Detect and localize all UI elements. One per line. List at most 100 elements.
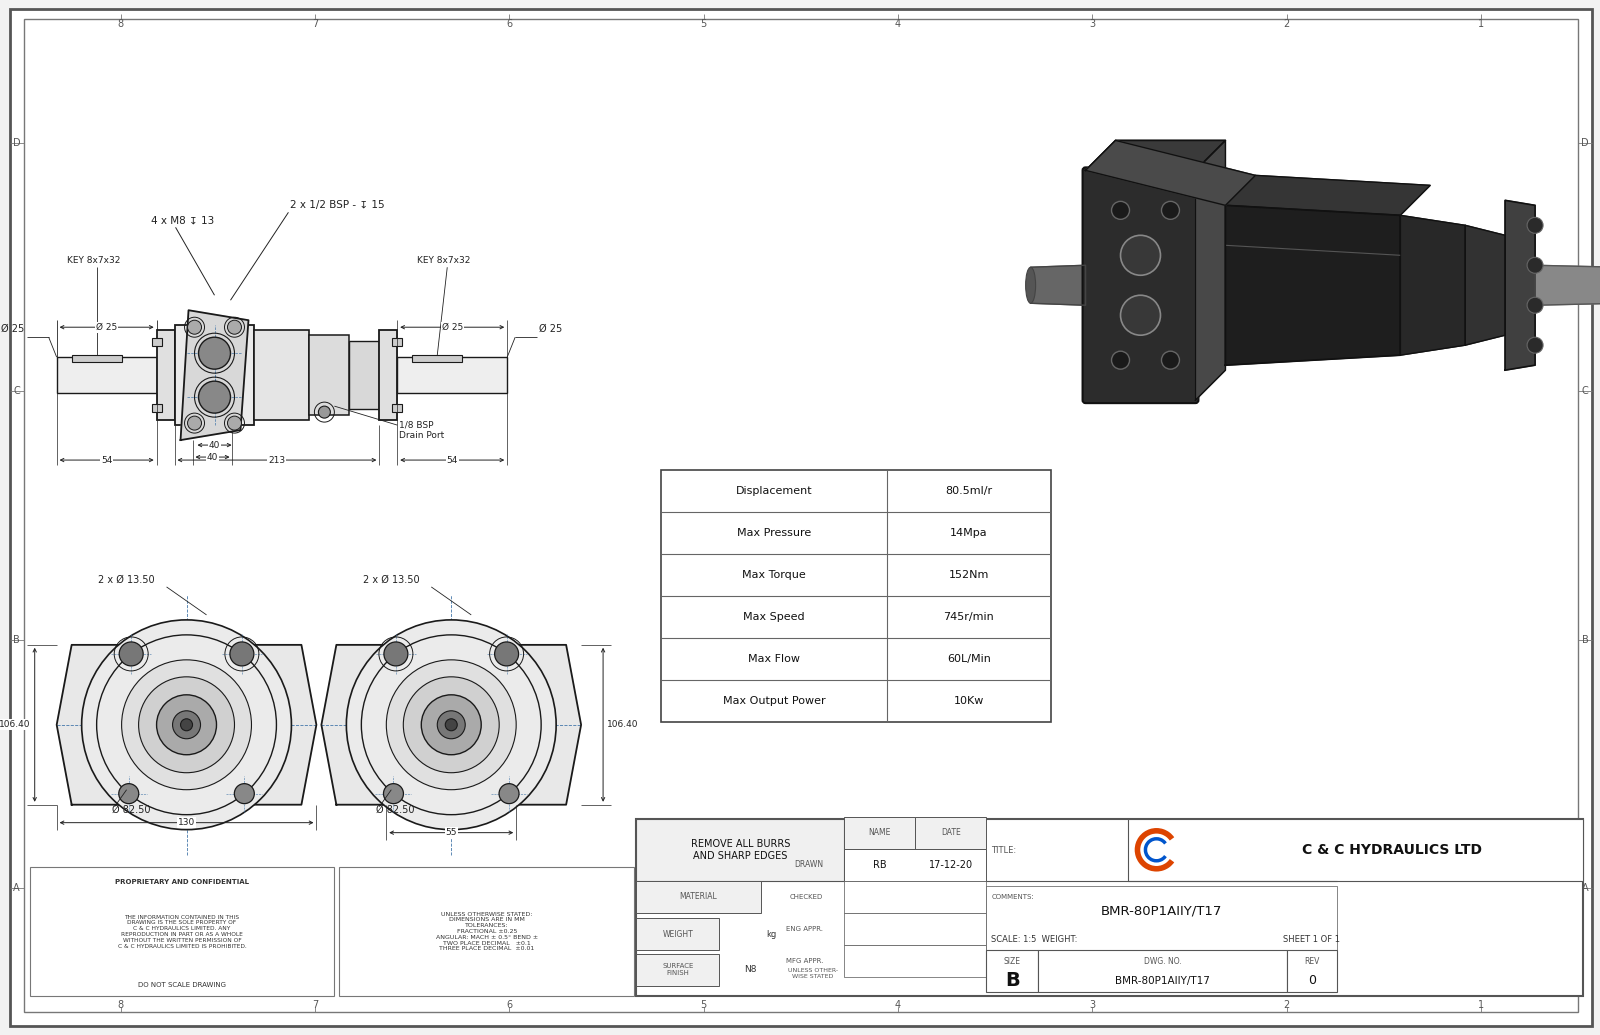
Text: REV: REV xyxy=(1304,957,1320,967)
Text: 0: 0 xyxy=(1307,974,1315,987)
Polygon shape xyxy=(1226,175,1430,215)
Text: COMMENTS:: COMMENTS: xyxy=(992,894,1034,899)
Text: 1: 1 xyxy=(1478,19,1483,29)
Text: 80.5ml/r: 80.5ml/r xyxy=(946,486,992,496)
Bar xyxy=(845,817,915,849)
Circle shape xyxy=(1120,235,1160,275)
Circle shape xyxy=(227,416,242,431)
Text: SIZE: SIZE xyxy=(1003,957,1021,967)
Circle shape xyxy=(1526,217,1542,233)
Bar xyxy=(845,913,987,945)
Text: kg: kg xyxy=(766,929,776,939)
Text: 1: 1 xyxy=(1478,1001,1483,1010)
Text: Ø 25: Ø 25 xyxy=(96,323,117,331)
Bar xyxy=(845,945,987,977)
Bar xyxy=(915,817,987,849)
Text: DO NOT SCALE DRAWING: DO NOT SCALE DRAWING xyxy=(138,982,226,987)
Bar xyxy=(72,355,122,362)
Text: Displacement: Displacement xyxy=(736,486,813,496)
Text: BMR-80P1AIIY/T17: BMR-80P1AIIY/T17 xyxy=(1101,905,1222,918)
Bar xyxy=(174,325,254,425)
Circle shape xyxy=(187,416,202,431)
Text: 40: 40 xyxy=(210,441,221,449)
Text: Max Output Power: Max Output Power xyxy=(723,696,826,706)
Text: 4: 4 xyxy=(894,1001,901,1010)
Circle shape xyxy=(82,620,291,830)
Circle shape xyxy=(1526,258,1542,273)
Text: MATERIAL: MATERIAL xyxy=(680,892,717,901)
Text: KEY 8x7x32: KEY 8x7x32 xyxy=(67,256,120,265)
Text: 54: 54 xyxy=(101,455,112,465)
Text: BMR-80P1AIIY/T17: BMR-80P1AIIY/T17 xyxy=(1115,976,1210,985)
Polygon shape xyxy=(1030,265,1085,305)
Text: 5: 5 xyxy=(701,1001,707,1010)
Text: 14Mpa: 14Mpa xyxy=(950,528,987,538)
Text: 4: 4 xyxy=(894,19,901,29)
Circle shape xyxy=(230,642,254,666)
Text: KEY 8x7x32: KEY 8x7x32 xyxy=(418,256,470,265)
Text: SURFACE
FINISH: SURFACE FINISH xyxy=(662,964,693,976)
Polygon shape xyxy=(1466,226,1506,346)
Text: 745r/min: 745r/min xyxy=(944,612,994,622)
Text: 54: 54 xyxy=(446,455,458,465)
Circle shape xyxy=(384,642,408,666)
Text: 152Nm: 152Nm xyxy=(949,570,989,580)
Text: 4 x M8 ↧ 13: 4 x M8 ↧ 13 xyxy=(150,215,214,226)
Bar xyxy=(1038,950,1286,993)
Text: 7: 7 xyxy=(312,19,318,29)
Polygon shape xyxy=(1195,141,1226,401)
Text: B: B xyxy=(1582,634,1589,645)
Bar xyxy=(637,819,845,881)
Text: 5: 5 xyxy=(701,19,707,29)
Bar xyxy=(349,342,379,409)
Bar xyxy=(1051,145,1541,485)
Circle shape xyxy=(1526,337,1542,353)
Text: 17-12-20: 17-12-20 xyxy=(930,860,973,869)
Text: 2 x Ø 13.50: 2 x Ø 13.50 xyxy=(98,574,155,585)
Bar xyxy=(152,404,162,412)
Text: 8: 8 xyxy=(118,19,123,29)
Circle shape xyxy=(1526,297,1542,314)
Polygon shape xyxy=(1226,205,1400,365)
Circle shape xyxy=(346,620,557,830)
Circle shape xyxy=(120,642,142,666)
Circle shape xyxy=(122,660,251,790)
Circle shape xyxy=(421,694,482,755)
Bar xyxy=(637,954,720,985)
Text: C & C HYDRAULICS LTD: C & C HYDRAULICS LTD xyxy=(1302,842,1482,857)
Text: PROPRIETARY AND CONFIDENTIAL: PROPRIETARY AND CONFIDENTIAL xyxy=(115,879,250,885)
Bar xyxy=(987,886,1338,950)
Text: 10Kw: 10Kw xyxy=(954,696,984,706)
Polygon shape xyxy=(56,645,317,804)
Bar xyxy=(637,881,762,913)
Circle shape xyxy=(384,783,403,803)
Bar xyxy=(56,357,157,393)
Text: 6: 6 xyxy=(506,1001,512,1010)
Text: A: A xyxy=(1582,883,1589,893)
Text: 2: 2 xyxy=(1283,19,1290,29)
Circle shape xyxy=(445,718,458,731)
Circle shape xyxy=(494,642,518,666)
Circle shape xyxy=(118,783,139,803)
Circle shape xyxy=(386,660,517,790)
Bar xyxy=(152,338,162,346)
Bar xyxy=(987,950,1038,993)
Circle shape xyxy=(318,406,330,418)
Circle shape xyxy=(187,320,202,334)
Bar xyxy=(309,335,349,415)
Text: N8: N8 xyxy=(744,966,757,974)
Circle shape xyxy=(437,711,466,739)
Text: 3: 3 xyxy=(1090,19,1096,29)
Circle shape xyxy=(1162,351,1179,369)
Text: Max Torque: Max Torque xyxy=(742,570,806,580)
Ellipse shape xyxy=(1026,267,1035,303)
Text: MFG APPR.: MFG APPR. xyxy=(786,958,822,964)
Text: Ø 82.50: Ø 82.50 xyxy=(112,804,150,815)
Text: REMOVE ALL BURRS
AND SHARP EDGES: REMOVE ALL BURRS AND SHARP EDGES xyxy=(691,839,790,860)
Text: 2 x 1/2 BSP - ↧ 15: 2 x 1/2 BSP - ↧ 15 xyxy=(291,201,386,210)
Text: UNLESS OTHERWISE STATED:
DIMENSIONS ARE IN MM
TOLERANCES:
FRACTIONAL ±0.25
ANGUL: UNLESS OTHERWISE STATED: DIMENSIONS ARE … xyxy=(435,912,538,951)
Polygon shape xyxy=(181,310,248,440)
Text: SHEET 1 OF 1: SHEET 1 OF 1 xyxy=(1283,936,1341,944)
Bar xyxy=(392,404,402,412)
Polygon shape xyxy=(1534,265,1600,305)
